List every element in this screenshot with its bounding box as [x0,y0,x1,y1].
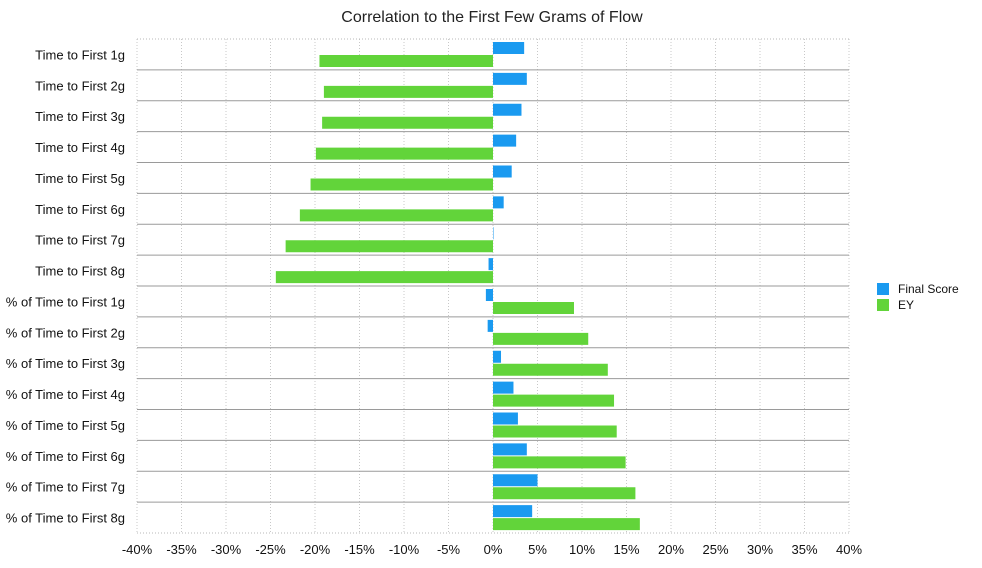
category-label-11: % of Time to First 4g [6,387,125,402]
chart-title: Correlation to the First Few Grams of Fl… [341,9,643,26]
grid [136,38,850,534]
category-label-3: Time to First 4g [35,140,125,155]
legend-label-1: EY [898,298,914,312]
bar-final-score-12 [493,412,518,425]
bar-ey-10 [493,363,608,376]
x-tick-label-16: 40% [836,542,862,557]
bar-final-score-5 [493,196,504,209]
legend-swatch-1 [877,299,889,311]
bar-final-score-2 [493,103,522,116]
bar-final-score-1 [493,72,527,85]
category-labels: Time to First 1g Time to First 2g Time to … [6,47,125,525]
category-label-15: % of Time to First 8g [6,511,125,526]
x-tick-label-2: -30% [211,542,242,557]
bar-ey-8 [493,302,574,314]
x-tick-label-13: 25% [702,542,728,557]
bar-final-score-3 [493,134,517,147]
x-tick-label-1: -35% [166,542,197,557]
bar-final-score-14 [493,474,538,487]
x-tick-label-0: -40% [122,542,153,557]
legend-swatch-0 [877,283,889,295]
bar-final-score-13 [493,443,527,456]
bar-ey-2 [322,116,493,129]
x-tick-label-3: -25% [255,542,286,557]
x-tick-label-6: -10% [389,542,420,557]
category-label-6: Time to First 7g [35,233,125,248]
bar-ey-15 [493,518,640,531]
bar-final-score-15 [493,505,533,518]
bar-final-score-7 [488,258,493,271]
category-label-2: Time to First 3g [35,109,125,124]
bar-final-score-4 [493,165,512,178]
bar-final-score-9 [487,319,493,332]
bar-ey-3 [315,147,493,160]
bar-ey-14 [493,487,636,500]
bar-ey-9 [493,332,589,345]
x-tick-label-8: 0% [484,542,503,557]
bar-ey-11 [493,394,615,407]
bar-final-score-8 [485,289,493,301]
category-label-1: Time to First 2g [35,78,125,93]
bar-ey-7 [275,271,493,284]
x-tick-label-9: 5% [528,542,547,557]
bar-final-score-10 [493,350,502,363]
bar-ey-0 [319,55,493,67]
bar-final-score-0 [493,42,525,54]
x-tick-label-15: 35% [791,542,817,557]
x-tick-labels: -40% -35% -30% -25% -20% -15% -10% -5% 0% 5% 10% 15… [122,542,863,557]
category-label-12: % of Time to First 5g [6,418,125,433]
bar-ey-13 [493,456,626,469]
bar-ey-4 [310,178,493,191]
legend: Final Score EY [877,282,959,312]
x-tick-label-5: -15% [344,542,375,557]
bar-ey-5 [299,209,493,222]
category-label-8: % of Time to First 1g [6,294,125,309]
x-tick-label-10: 10% [569,542,595,557]
x-tick-label-14: 30% [747,542,773,557]
legend-label-0: Final Score [898,282,959,296]
x-tick-label-7: -5% [437,542,461,557]
bar-ey-1 [323,85,493,98]
category-label-4: Time to First 5g [35,171,125,186]
bar-ey-6 [285,240,493,253]
x-tick-label-12: 20% [658,542,684,557]
x-tick-label-11: 15% [613,542,639,557]
category-label-14: % of Time to First 7g [6,480,125,495]
bar-final-score-6 [493,227,494,240]
category-label-5: Time to First 6g [35,202,125,217]
category-label-7: Time to First 8g [35,264,125,279]
x-tick-label-4: -20% [300,542,331,557]
bar-ey-12 [493,425,617,438]
bar-final-score-11 [493,381,514,394]
category-label-9: % of Time to First 2g [6,325,125,340]
category-label-0: Time to First 1g [35,47,125,62]
bars [275,42,640,531]
category-label-10: % of Time to First 3g [6,356,125,371]
category-label-13: % of Time to First 6g [6,449,125,464]
